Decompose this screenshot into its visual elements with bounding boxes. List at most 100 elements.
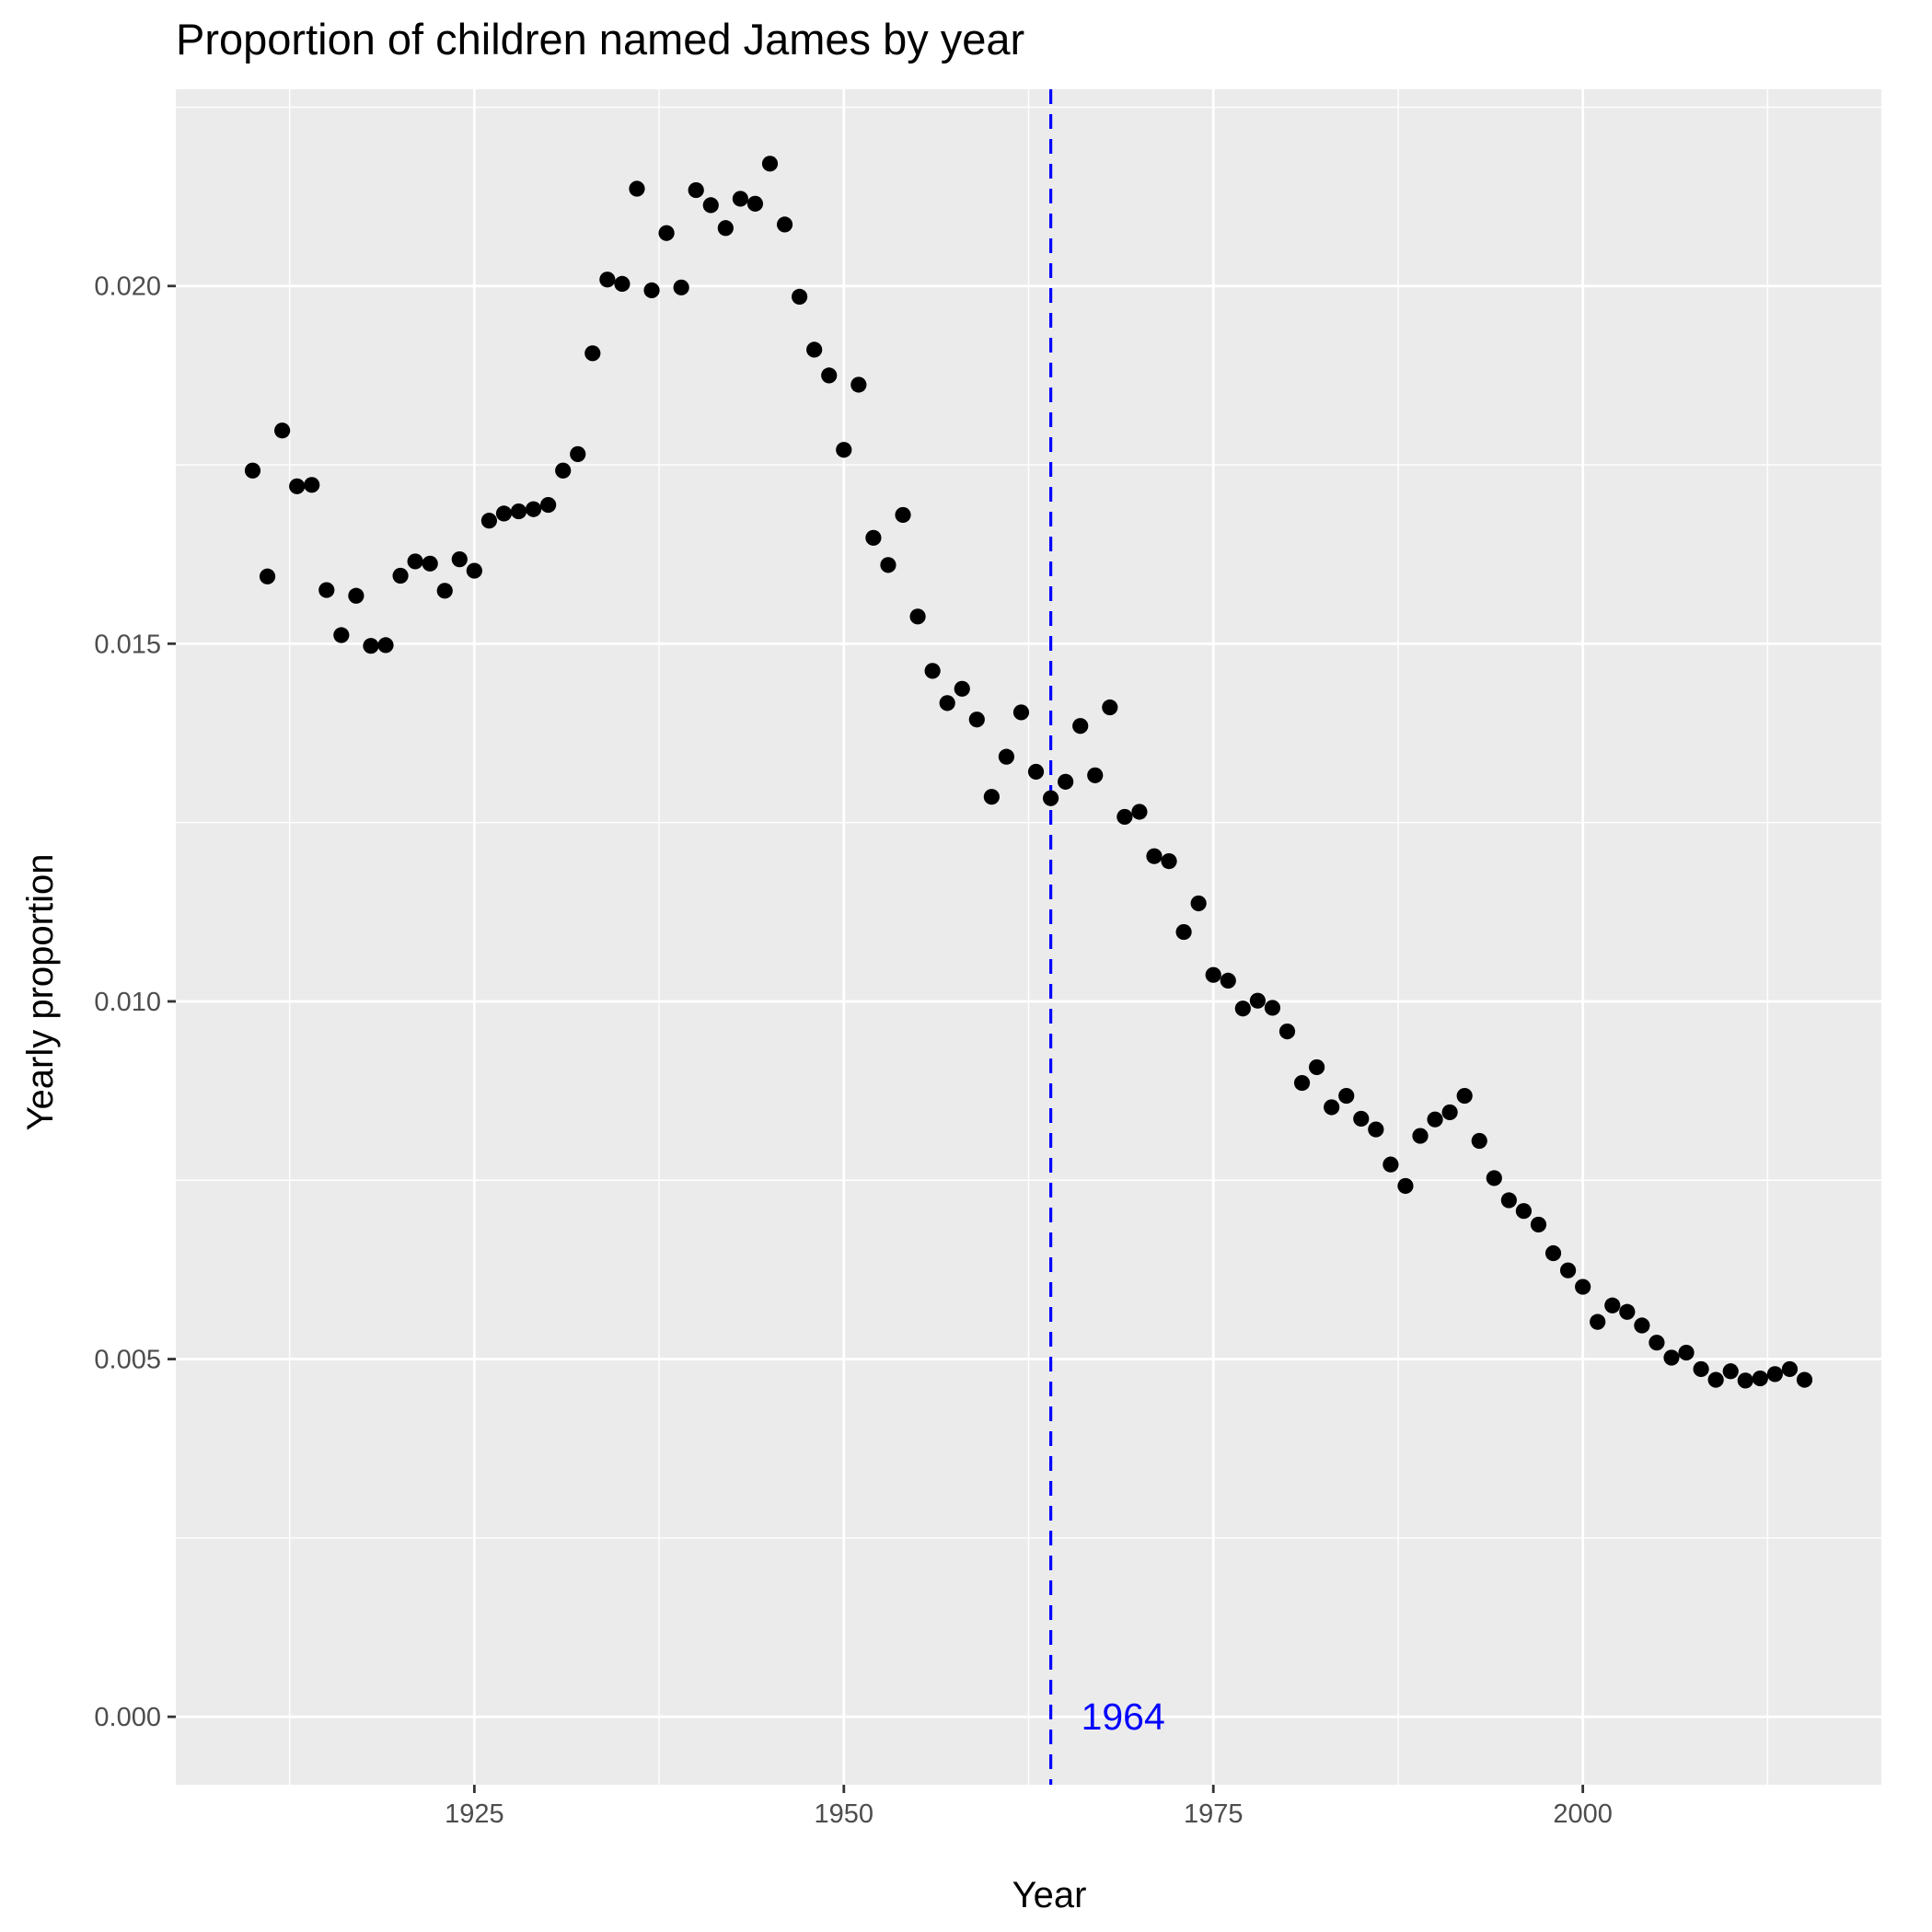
data-point [1544, 1244, 1562, 1262]
data-point [1412, 1128, 1429, 1144]
data-point [1027, 763, 1045, 781]
data-point [1486, 1170, 1502, 1186]
data-point [746, 195, 764, 212]
data-point [1058, 773, 1074, 790]
data-point [1590, 1313, 1606, 1330]
data-point [1471, 1132, 1487, 1150]
data-point [1604, 1297, 1621, 1313]
y-tick-label: 0.015 [94, 630, 161, 659]
data-point [1102, 699, 1118, 716]
reference-line-group: 1964 [1048, 89, 1165, 1785]
data-point [1278, 1023, 1296, 1040]
data-point [924, 663, 941, 679]
y-axis-ticks: 0.000 0.005 0.010 0.015 0.020 [94, 272, 176, 1732]
data-point [1087, 767, 1104, 783]
data-point [658, 225, 675, 241]
data-point [1220, 972, 1236, 989]
data-point [1309, 1059, 1325, 1076]
data-point [392, 567, 409, 584]
data-point [244, 462, 261, 479]
data-point [821, 367, 838, 384]
chart-title: Proportion of children named James by ye… [176, 15, 1024, 64]
x-axis-ticks: 1925 1950 1975 2000 [445, 1785, 1613, 1829]
data-point [1766, 1366, 1783, 1382]
data-point [259, 568, 276, 584]
data-point [495, 505, 513, 522]
data-point [348, 587, 364, 604]
data-point [1264, 1000, 1281, 1016]
y-tick-label: 0.000 [94, 1703, 161, 1732]
data-point [1796, 1371, 1813, 1388]
major-gridlines [176, 89, 1881, 1785]
data-point [1324, 1099, 1340, 1116]
data-point [1663, 1349, 1680, 1366]
data-point [555, 462, 572, 479]
data-point [1175, 923, 1192, 941]
data-point [1353, 1110, 1370, 1128]
data-point [1161, 853, 1177, 870]
data-point [1707, 1371, 1724, 1388]
data-point [983, 789, 1000, 805]
data-points [244, 156, 1813, 1389]
data-point [377, 637, 394, 654]
x-tick-label: 1950 [815, 1799, 874, 1829]
x-tick-label: 1975 [1184, 1799, 1244, 1829]
data-point [1515, 1203, 1533, 1220]
data-point [1752, 1370, 1768, 1387]
data-point [939, 695, 955, 711]
data-point [732, 191, 748, 207]
data-point [1781, 1360, 1799, 1378]
reference-line-label: 1964 [1082, 1695, 1165, 1738]
data-point [289, 478, 306, 494]
data-point [1249, 992, 1266, 1009]
data-point [895, 506, 911, 524]
data-point [1559, 1262, 1577, 1278]
data-point [1427, 1111, 1443, 1128]
minor-gridlines [176, 89, 1881, 1785]
data-point [717, 220, 734, 237]
y-axis-title: Yearly proportion [20, 854, 61, 1131]
data-point [614, 275, 631, 293]
data-point [1397, 1177, 1414, 1195]
data-point [407, 553, 423, 570]
data-point [274, 422, 291, 439]
data-point [451, 551, 468, 568]
data-point [570, 445, 586, 462]
data-point [1575, 1278, 1591, 1295]
data-point [1722, 1363, 1739, 1380]
data-point [643, 282, 660, 298]
data-point [1634, 1317, 1650, 1334]
data-point [363, 638, 379, 654]
x-axis-title: Year [1012, 1875, 1087, 1915]
data-point [865, 529, 882, 546]
data-point [1012, 704, 1030, 721]
data-point [1042, 790, 1059, 806]
data-point [584, 345, 601, 362]
data-point [1678, 1344, 1695, 1361]
data-point [806, 341, 823, 358]
data-point [1441, 1104, 1458, 1121]
data-point [1693, 1360, 1709, 1378]
data-point [968, 711, 985, 728]
data-point [776, 216, 793, 233]
data-point [1205, 966, 1221, 983]
data-point [1737, 1372, 1753, 1389]
data-point [599, 272, 616, 288]
data-point [304, 477, 320, 493]
data-point [850, 376, 867, 393]
data-point [1619, 1303, 1636, 1320]
data-point [1293, 1074, 1311, 1092]
data-point [954, 680, 970, 697]
data-point [1131, 804, 1148, 820]
data-point [1146, 848, 1163, 864]
data-point [1338, 1087, 1355, 1105]
data-point [1368, 1121, 1384, 1138]
data-point [792, 288, 808, 305]
data-point [761, 156, 779, 172]
y-tick-label: 0.005 [94, 1346, 161, 1375]
x-tick-label: 2000 [1553, 1799, 1613, 1829]
data-point [466, 562, 482, 579]
data-point [1234, 1001, 1251, 1017]
data-point [998, 748, 1015, 765]
